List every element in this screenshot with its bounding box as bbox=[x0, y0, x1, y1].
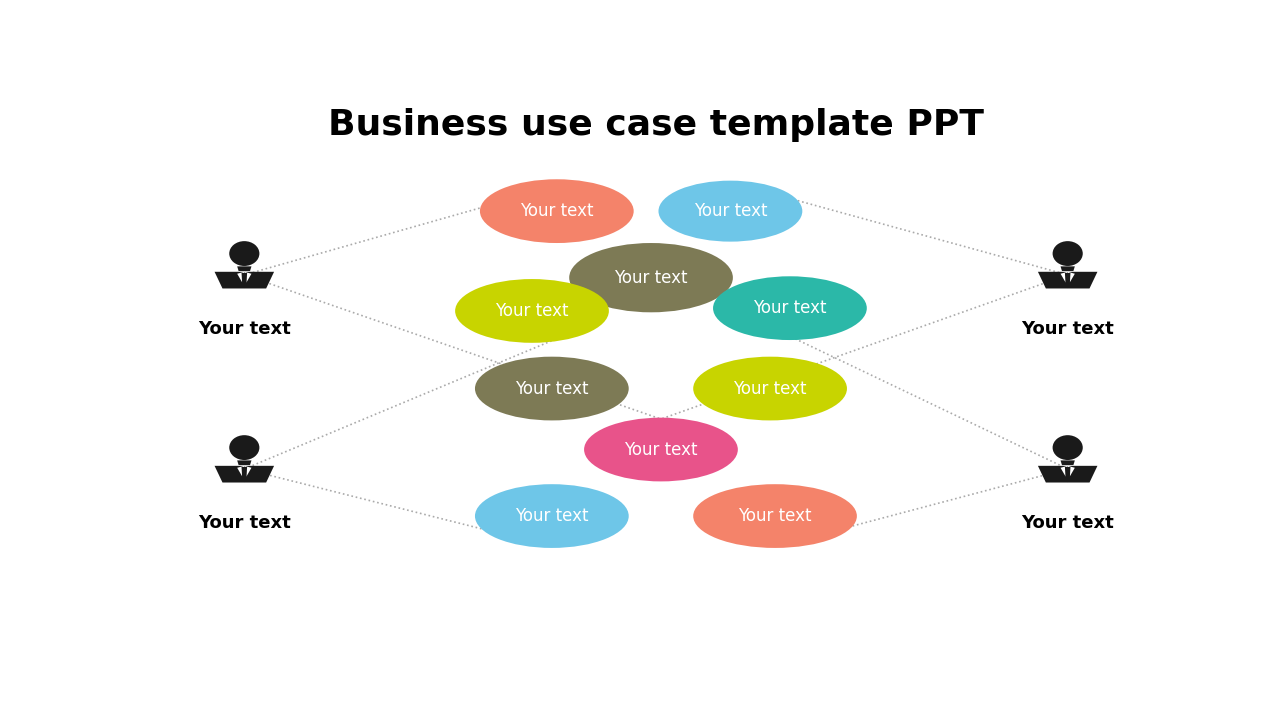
Polygon shape bbox=[244, 466, 251, 477]
Text: Your text: Your text bbox=[614, 269, 687, 287]
Polygon shape bbox=[242, 467, 247, 482]
Polygon shape bbox=[1065, 467, 1070, 482]
Polygon shape bbox=[1068, 271, 1075, 283]
Text: Your text: Your text bbox=[520, 202, 594, 220]
Ellipse shape bbox=[475, 356, 628, 420]
Ellipse shape bbox=[713, 276, 867, 340]
Text: Your text: Your text bbox=[753, 300, 827, 317]
Text: Your text: Your text bbox=[515, 507, 589, 525]
Ellipse shape bbox=[570, 243, 733, 312]
Polygon shape bbox=[237, 271, 244, 283]
Text: Your text: Your text bbox=[625, 441, 698, 459]
Ellipse shape bbox=[475, 484, 628, 548]
Polygon shape bbox=[237, 460, 251, 465]
Text: Your text: Your text bbox=[198, 320, 291, 338]
Polygon shape bbox=[1038, 466, 1097, 482]
Ellipse shape bbox=[229, 241, 260, 266]
Text: Your text: Your text bbox=[495, 302, 568, 320]
Text: Business use case template PPT: Business use case template PPT bbox=[328, 108, 984, 143]
Polygon shape bbox=[1068, 466, 1075, 477]
Text: Your text: Your text bbox=[694, 202, 767, 220]
Text: Your text: Your text bbox=[739, 507, 812, 525]
Text: Your text: Your text bbox=[198, 514, 291, 532]
Polygon shape bbox=[237, 466, 244, 477]
Polygon shape bbox=[215, 271, 274, 289]
Polygon shape bbox=[215, 466, 274, 482]
Ellipse shape bbox=[229, 435, 260, 460]
Polygon shape bbox=[1061, 466, 1068, 477]
Polygon shape bbox=[1061, 271, 1068, 283]
Text: Your text: Your text bbox=[1021, 514, 1114, 532]
Ellipse shape bbox=[584, 418, 737, 482]
Ellipse shape bbox=[658, 181, 803, 242]
Text: Your text: Your text bbox=[515, 379, 589, 397]
Ellipse shape bbox=[456, 279, 609, 343]
Text: Your text: Your text bbox=[733, 379, 806, 397]
Ellipse shape bbox=[1052, 241, 1083, 266]
Ellipse shape bbox=[480, 179, 634, 243]
Ellipse shape bbox=[694, 484, 856, 548]
Polygon shape bbox=[242, 273, 247, 288]
Polygon shape bbox=[244, 271, 251, 283]
Polygon shape bbox=[1061, 460, 1075, 465]
Polygon shape bbox=[1061, 266, 1075, 271]
Ellipse shape bbox=[694, 356, 847, 420]
Polygon shape bbox=[237, 266, 251, 271]
Text: Your text: Your text bbox=[1021, 320, 1114, 338]
Ellipse shape bbox=[1052, 435, 1083, 460]
Polygon shape bbox=[1038, 271, 1097, 289]
Polygon shape bbox=[1065, 273, 1070, 288]
